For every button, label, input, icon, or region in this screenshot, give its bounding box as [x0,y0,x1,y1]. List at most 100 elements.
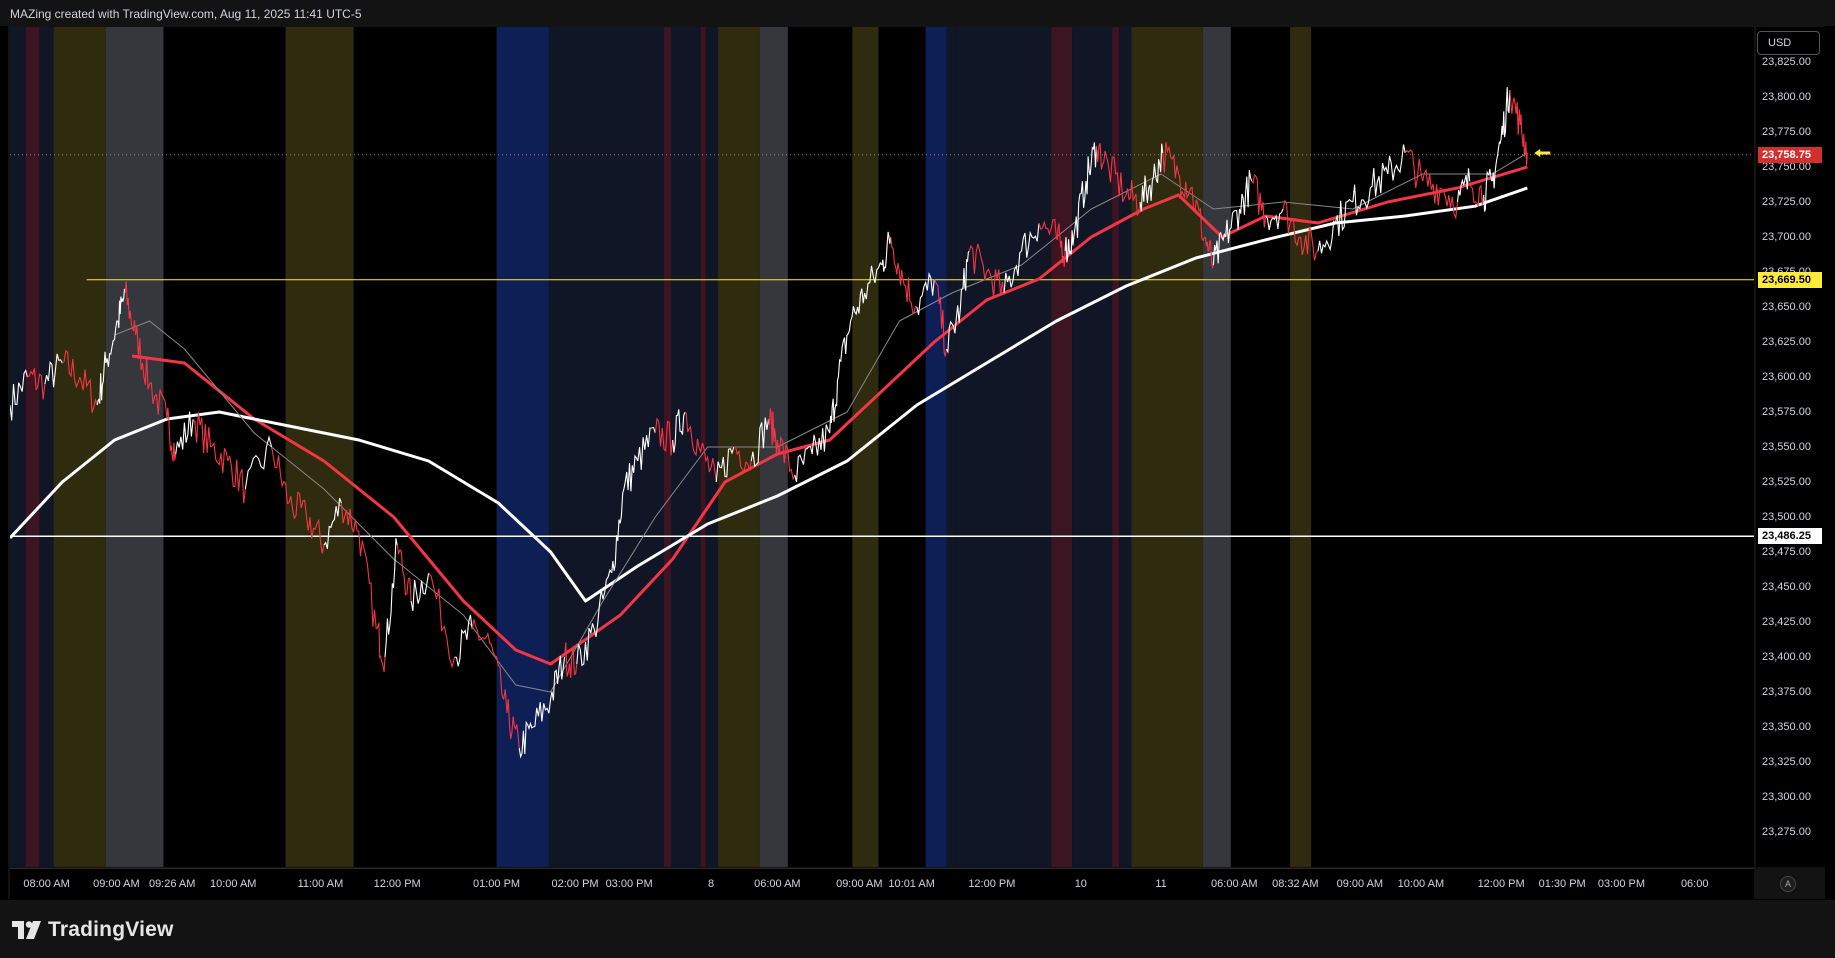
price-segment [1204,236,1214,270]
session-band-navy [670,27,701,867]
last-price-tag: 23,758.75 [1758,146,1822,163]
price-segment [532,698,552,728]
session-band-maroon [25,27,40,867]
price-segment [1491,138,1502,189]
y-tick-label: 23,800.00 [1762,91,1811,103]
x-tick-label: 06:00 AM [754,878,801,890]
time-axis[interactable]: 08:00 AM 09:00 AM 09:26 AM 10:00 AM 11:00 AM… [10,868,1754,899]
price-segment [1265,208,1284,231]
session-band-blue [496,27,549,867]
x-tick-label: 02:00 PM [551,878,599,890]
y-tick-label: 23,350.00 [1762,721,1811,733]
price-segment [1519,114,1528,166]
price-segment [890,236,904,286]
price-segment [117,288,126,328]
price-segment [1317,220,1336,254]
price-segment [916,271,935,316]
y-tick-label: 23,550.00 [1762,441,1811,453]
price-segment [698,442,717,483]
price-segment [1055,223,1066,267]
tradingview-logo[interactable]: TradingView [12,918,174,942]
footer: TradingView [0,900,1835,958]
price-segment [1404,149,1424,188]
price-segment [946,305,962,354]
price-chart[interactable] [10,27,1754,867]
price-segment [1073,180,1087,238]
session-band-maroon [1051,27,1073,867]
price-segment [124,281,137,336]
price-segment [1387,144,1406,181]
price-segment [1238,170,1253,215]
price-segment [1282,199,1301,247]
session-band-blue [925,27,947,867]
price-segment [986,268,1005,298]
y-tick-label: 23,575.00 [1762,406,1811,418]
x-tick-label: 03:00 PM [605,878,653,890]
price-axis[interactable]: 23,825.00 23,800.00 23,775.00 23,750.00 23,7… [1756,27,1826,867]
y-tick-label: 23,725.00 [1762,196,1811,208]
price-segment [1500,87,1511,140]
session-band-navy [557,27,664,867]
price-segment [358,530,377,630]
x-tick-label: 01:30 PM [1538,878,1586,890]
y-tick-label: 23,700.00 [1762,231,1811,243]
x-tick-label: 10 [1074,878,1087,890]
moving-average-red [131,165,1528,666]
price-segment [715,446,735,483]
price-segment [637,426,656,470]
price-segment [1251,173,1267,228]
price-segment [768,408,778,455]
x-tick-label: 10:01 AM [888,878,935,890]
price-segment [864,261,883,300]
x-tick-label: 03:00 PM [1597,878,1645,890]
price-segment [166,407,177,462]
session-band-yellow [53,27,106,867]
price-segment [1020,222,1040,258]
price-segment [850,288,866,322]
brand-name: TradingView [48,918,174,941]
x-tick-label: 08:32 AM [1272,878,1319,890]
session-band-yellow [1131,27,1203,867]
price-segment [10,369,28,421]
x-tick-label: 09:00 AM [836,878,883,890]
price-segment [1483,168,1493,212]
price-segment [79,369,98,413]
price-segment [305,516,325,554]
x-tick-label: 10:00 AM [209,878,257,890]
price-segment [933,278,948,357]
x-tick-label: 12:00 PM [968,878,1016,890]
price-segment [1300,226,1319,261]
price-segment [1190,186,1206,242]
x-tick-label: 10:00 AM [1397,878,1445,890]
price-segment [506,699,520,749]
y-tick-label: 23,500.00 [1762,511,1811,523]
price-segment [1178,173,1192,200]
session-band-navy [548,27,558,867]
y-tick-label: 23,275.00 [1762,826,1811,838]
plot-area[interactable] [10,27,1754,867]
price-segment [959,250,970,308]
x-tick-label: 09:00 AM [93,878,140,890]
y-tick-label: 23,400.00 [1762,651,1811,663]
session-band-navy [39,27,54,867]
auto-scale-button[interactable]: A [1780,876,1796,892]
price-segment [1369,162,1389,197]
y-tick-label: 23,750.00 [1762,161,1811,173]
price-segment [375,622,386,673]
level-price-tag-yellow: 23,669.50 [1758,271,1822,288]
price-segment [61,349,81,389]
session-band-navy [1072,27,1113,867]
x-tick-label: 12:00 PM [1477,878,1525,890]
price-segment [750,417,770,468]
session-band-grey [1202,27,1231,867]
currency-label[interactable]: USD [1757,31,1820,55]
price-segment [593,568,613,638]
price-segment [1108,156,1127,203]
session-band-navy [946,27,956,867]
price-segment [564,642,578,678]
price-segment [902,277,918,314]
x-tick-label: 06:00 AM [1211,878,1258,890]
price-segment [149,381,168,420]
price-segment [1038,218,1057,238]
x-tick-label: 09:00 AM [1336,878,1384,890]
